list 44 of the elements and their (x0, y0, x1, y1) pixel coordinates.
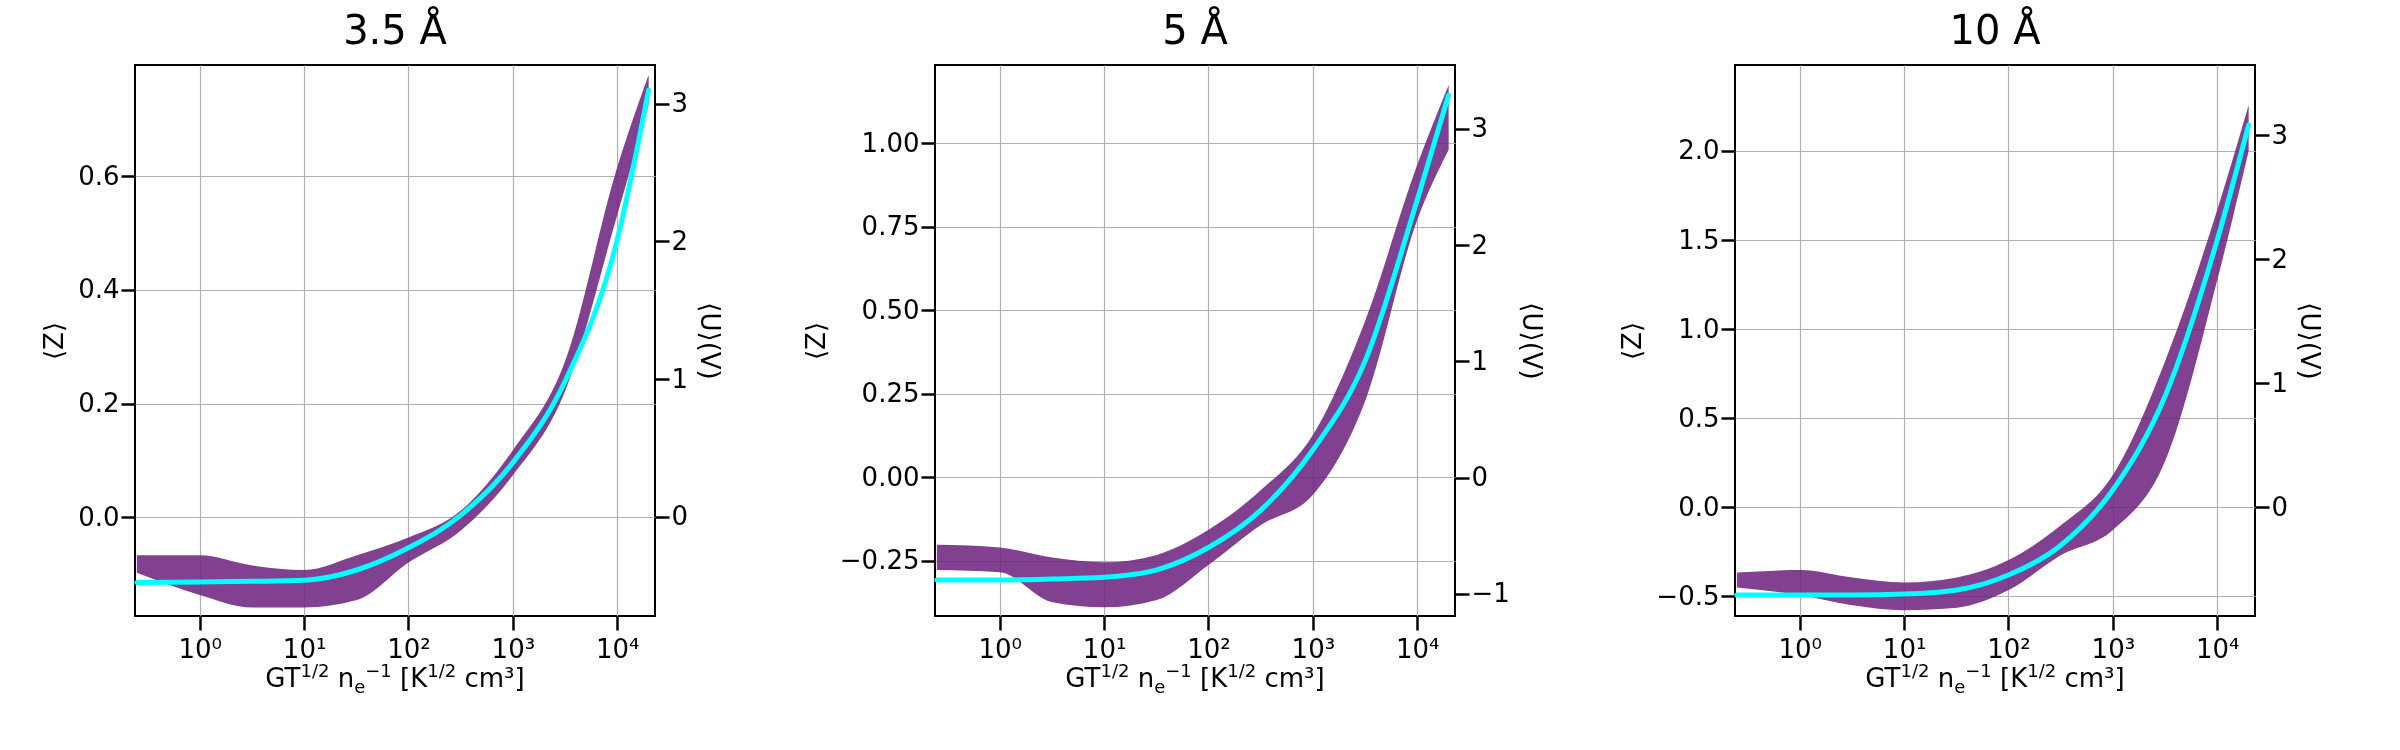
y2-tick-label: 2 (671, 225, 689, 256)
y-tick-label: 0.75 (861, 211, 920, 242)
y2-tick-label: 1 (2271, 367, 2289, 398)
y-tick-label: 0.00 (861, 461, 920, 492)
x-tick-label: 10⁰ (178, 633, 222, 664)
y2-tick-label: 3 (1471, 113, 1489, 144)
y-tick-label: 1.0 (1678, 313, 1720, 344)
y-tick-label: 0.25 (861, 378, 920, 409)
y-tick-label: −0.5 (1656, 580, 1720, 611)
y2-axis-title: ⟨U⟩(V) (1516, 302, 1547, 380)
y2-tick-label: −1 (1471, 578, 1510, 609)
y-tick-label: 1.5 (1678, 224, 1720, 255)
y2-tick-label: 0 (671, 501, 689, 532)
y-tick-label: 1.00 (861, 127, 920, 158)
y-tick-label: 0.6 (78, 160, 120, 191)
chart-title: 3.5 Å (343, 6, 448, 54)
chart-title: 5 Å (1162, 6, 1229, 54)
x-tick-label: 10⁰ (978, 633, 1022, 664)
x-tick-label: 10⁴ (595, 633, 640, 664)
y2-tick-label: 1 (671, 363, 689, 394)
y-axis-title: ⟨Z⟩ (39, 321, 70, 361)
y2-tick-label: 0 (1471, 462, 1489, 493)
y2-tick-label: 3 (671, 88, 689, 119)
x-tick-label: 10⁴ (2195, 633, 2240, 664)
y-tick-label: 0.0 (1678, 491, 1720, 522)
y2-tick-label: 0 (2271, 491, 2289, 522)
y-tick-label: 0.4 (78, 274, 120, 305)
y2-axis-title: ⟨U⟩(V) (695, 302, 726, 380)
y-tick-label: 0.0 (78, 501, 120, 532)
y-axis-title: ⟨Z⟩ (1617, 321, 1648, 361)
y2-tick-label: 2 (1471, 229, 1489, 260)
y-tick-label: 2.0 (1678, 135, 1720, 166)
chart-title: 10 Å (1949, 6, 2042, 54)
y2-axis-title: ⟨U⟩(V) (2295, 302, 2326, 380)
x-tick-label: 10⁴ (1395, 633, 1440, 664)
y-tick-label: 0.50 (861, 294, 920, 325)
y-tick-label: −0.25 (839, 545, 920, 576)
y2-tick-label: 2 (2271, 243, 2289, 274)
y-axis-title: ⟨Z⟩ (800, 321, 831, 361)
y2-tick-label: 3 (2271, 119, 2289, 150)
y-tick-label: 0.5 (1678, 402, 1720, 433)
y-tick-label: 0.2 (78, 388, 120, 419)
y2-tick-label: 1 (1471, 345, 1489, 376)
x-tick-label: 10⁰ (1778, 633, 1822, 664)
